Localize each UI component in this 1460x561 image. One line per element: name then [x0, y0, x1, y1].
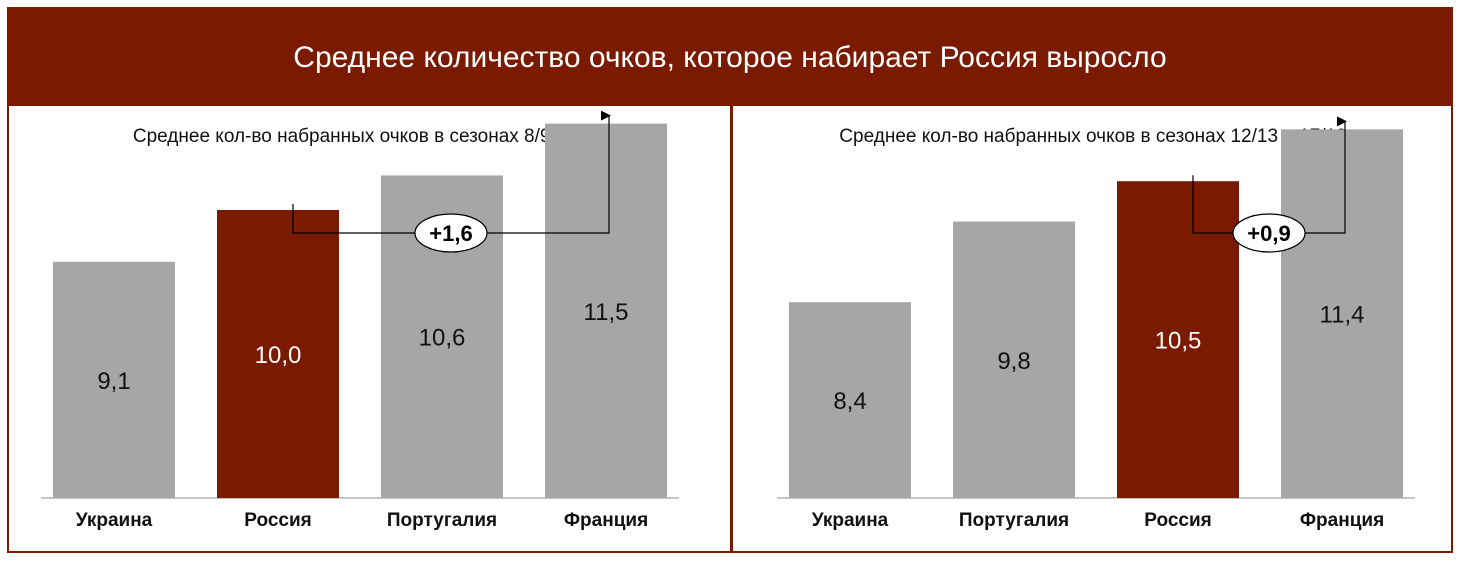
left-category-label-2: Россия	[244, 510, 311, 531]
page-title: Среднее количество очков, которое набира…	[293, 40, 1167, 74]
left-bar-chart: 9,1 Украина 10,0 Россия 10,6 Португалия 11,5 Фр…	[41, 110, 679, 531]
right-bar-3	[1117, 181, 1239, 498]
right-difference-label: +0,9	[1247, 221, 1290, 246]
right-value-label-1: 8,4	[833, 388, 866, 415]
right-bar-1	[789, 302, 911, 498]
right-difference-bubble	[1232, 213, 1306, 253]
left-value-label-2: 10,0	[255, 342, 302, 369]
title-banner: Среднее количество очков, которое набира…	[9, 9, 1451, 106]
left-difference-bubble	[414, 213, 488, 253]
right-category-label-2: Португалия	[959, 510, 1069, 531]
right-value-label-3: 10,5	[1155, 328, 1202, 355]
chart-frame: Среднее количество очков, которое набира…	[7, 7, 1453, 553]
left-bar-2	[217, 210, 339, 498]
left-value-label-3: 10,6	[419, 325, 466, 352]
right-category-label-1: Украина	[812, 510, 889, 531]
left-chart-subtitle: Среднее кол-во набранных очков в сезонах…	[132, 126, 620, 147]
right-category-label-3: Россия	[1144, 510, 1211, 531]
right-bar-chart: 8,4 Украина 9,8 Португалия 10,5 Россия 11,4 Фра…	[777, 116, 1415, 531]
right-category-label-4: Франция	[1300, 510, 1384, 531]
right-bar-2	[953, 221, 1075, 498]
left-value-label-4: 11,5	[584, 299, 629, 326]
right-chart-subtitle: Среднее кол-во набранных очков в сезонах…	[839, 126, 1347, 147]
left-bar-4	[545, 123, 667, 498]
left-value-label-1: 9,1	[97, 368, 130, 395]
right-bar-4	[1281, 129, 1403, 499]
panel-divider	[730, 106, 733, 553]
left-bar-1	[53, 261, 175, 498]
left-difference-label: +1,6	[429, 221, 472, 246]
left-category-label-1: Украина	[76, 510, 153, 531]
right-value-label-2: 9,8	[997, 348, 1030, 375]
right-value-label-4: 11,4	[1320, 302, 1365, 329]
left-category-label-3: Португалия	[387, 510, 497, 531]
left-category-label-4: Франция	[564, 510, 648, 531]
